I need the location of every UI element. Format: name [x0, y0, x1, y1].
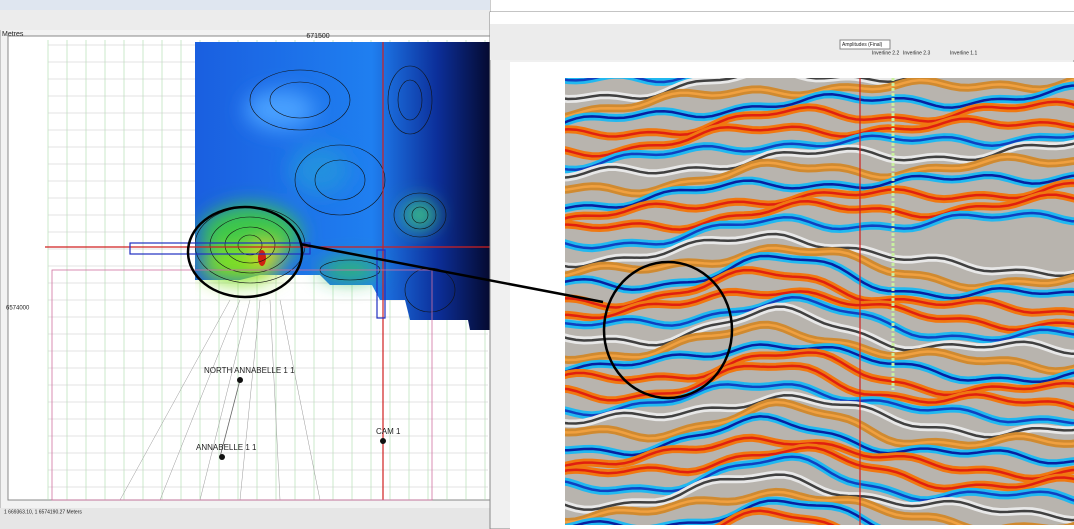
reflector-core [565, 193, 1074, 231]
x-axis-label: 671500 [306, 33, 329, 40]
contour [314, 159, 366, 201]
highlight-ellipse [186, 205, 304, 299]
reflector-core [565, 490, 1074, 525]
reflector-core [565, 117, 1074, 158]
reflector-core [565, 100, 1074, 138]
reflector-core [565, 343, 1074, 384]
reflector-core [565, 446, 1074, 490]
highlight-ellipse [602, 260, 734, 400]
reflector-core [565, 211, 1074, 250]
well-marker[interactable] [380, 438, 386, 444]
reflector-core [565, 246, 1074, 290]
connector [299, 242, 604, 304]
title-bar [490, 12, 1074, 24]
reflector-core [565, 181, 1074, 220]
map-window: Metres 671500 6574000 NORTH ANNABELLE 1 … [0, 0, 491, 529]
section-window: Amplitudes (Final) Inverline 2.2 Inverli… [489, 11, 1074, 529]
status-text: 1 669363.10, 1 6574190.27 Meters [4, 509, 82, 515]
well-marker[interactable] [219, 454, 225, 460]
grid-line [239, 299, 261, 501]
heatmap [195, 42, 490, 330]
reflector-core [565, 323, 1074, 373]
toolbar[interactable] [0, 10, 490, 30]
inline-label: Inverline 2.2 [872, 50, 899, 56]
contour [397, 79, 423, 121]
seismic [565, 78, 1074, 525]
well-marker[interactable] [237, 377, 243, 383]
contour [294, 144, 386, 216]
reflector-core [565, 78, 911, 101]
well-label: ANNABELLE 1 1 [196, 443, 257, 452]
reflector-core [565, 400, 1074, 447]
survey-outline [376, 249, 386, 319]
inline-label: Inverline 2.3 [903, 50, 930, 56]
reflector-core [565, 383, 1074, 425]
grid-line [269, 299, 281, 501]
corner-label: Metres [2, 31, 24, 38]
mode-label: Amplitudes (Final) [842, 42, 883, 48]
well-label: NORTH ANNABELLE 1 1 [204, 366, 295, 375]
lease-outline [51, 269, 433, 501]
reflector-core [565, 155, 1074, 195]
survey-outline [129, 242, 311, 255]
reflector-core [565, 232, 1074, 278]
reflector-core [565, 134, 1074, 171]
grid-line [159, 299, 241, 501]
reflector-core [565, 296, 1074, 342]
reflector-core [565, 351, 1074, 397]
y-axis-label: 6574000 [6, 306, 30, 312]
mode-select[interactable] [839, 39, 891, 50]
contour [387, 65, 433, 135]
well-path [219, 379, 241, 458]
reflector-core [565, 268, 1074, 314]
title-bar [0, 0, 490, 10]
reflector-core [565, 84, 1074, 124]
reflector-core [565, 290, 1074, 332]
contour [249, 69, 351, 131]
contour [411, 206, 429, 224]
grid-line [279, 299, 321, 501]
reflector-core [565, 394, 1074, 439]
grid-line [119, 299, 231, 501]
toolbar[interactable] [490, 24, 1074, 60]
reflector-core [565, 254, 1074, 300]
contour [237, 234, 263, 256]
reflector-core [719, 509, 835, 525]
contour [393, 192, 447, 238]
reflector-core [565, 455, 1074, 502]
reflector-core [565, 173, 1074, 210]
contour [403, 200, 437, 230]
contour [209, 216, 291, 274]
reflector-core [572, 499, 876, 525]
reflector-core [565, 305, 1074, 356]
status-bar [0, 508, 490, 529]
grid-line [199, 299, 251, 501]
reflector-core [565, 78, 687, 84]
well-label: CAM 1 [376, 427, 401, 436]
reflector-core [565, 473, 1074, 522]
inline-label: Inverline 1.1 [950, 50, 977, 56]
contour [224, 226, 276, 264]
contour [269, 81, 331, 119]
reflector-core [565, 436, 1074, 481]
